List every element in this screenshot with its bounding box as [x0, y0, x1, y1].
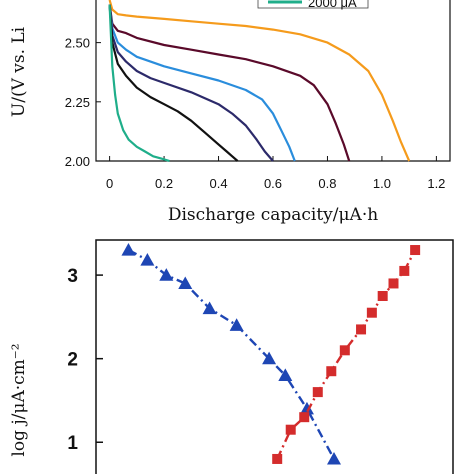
triangle-point	[299, 401, 314, 415]
discharge-curve-5	[108, 4, 239, 162]
square-point	[326, 366, 337, 377]
legend-box	[257, 0, 369, 9]
square-point	[356, 324, 367, 335]
bottom-series-line	[127, 248, 336, 460]
top-xtick-label: 0.2	[155, 176, 173, 191]
legend-label: 2000 μA	[308, 0, 357, 10]
square-point	[377, 290, 388, 301]
square-point	[272, 453, 283, 464]
bottom-ytick-label: 1	[67, 433, 78, 454]
top-xtick-label: 1.0	[373, 176, 391, 191]
square-point	[299, 412, 310, 423]
bottom-ytick-label: 2	[67, 350, 78, 371]
triangle-point	[229, 318, 244, 331]
top-xtick-label: 1.2	[427, 176, 445, 191]
top-discharge-curves	[108, 0, 411, 163]
square-point	[410, 245, 421, 256]
bottom-axis-ticks: 1 2 3	[67, 266, 103, 454]
top-ylabel: U/(V vs. Li	[9, 26, 29, 117]
triangle-point	[327, 451, 341, 465]
top-xtick-label: 0.6	[264, 176, 282, 191]
triangle-point	[140, 253, 155, 266]
bottom-series-2	[272, 245, 421, 464]
triangle-point	[262, 351, 277, 365]
top-ytick-label: 2.00	[65, 154, 90, 169]
square-point	[388, 278, 399, 289]
top-xtick-label: 0	[106, 176, 113, 191]
triangle-point	[121, 243, 136, 256]
discharge-curve-6	[108, 4, 170, 163]
square-point	[366, 307, 377, 318]
bottom-series-1	[121, 243, 341, 465]
bottom-plot-frame	[95, 239, 454, 474]
bottom-ytick-label: 3	[67, 266, 78, 287]
square-point	[339, 345, 350, 356]
top-xtick-label: 0.4	[209, 176, 227, 191]
discharge-curve-3	[108, 4, 296, 162]
triangle-point	[202, 301, 217, 315]
top-xtick-label: 0.8	[318, 176, 336, 191]
top-ytick-label: 2.25	[65, 95, 90, 110]
discharge-curve-1	[108, 0, 411, 162]
top-ytick-label: 2.50	[65, 36, 90, 51]
triangle-point	[159, 268, 174, 281]
top-axis-ticks: 0 0.2 0.4 0.6 0.8 1.0 1.2 2.00 2.25 2.50	[65, 36, 446, 191]
discharge-curve-2	[108, 4, 351, 162]
square-point	[285, 424, 296, 435]
discharge-curve-4	[108, 4, 274, 162]
square-point	[399, 265, 410, 276]
legend: 2000 μA	[257, 0, 369, 10]
square-point	[312, 387, 323, 398]
triangle-point	[178, 276, 193, 290]
top-xlabel: Discharge capacity/μA·h	[168, 205, 378, 225]
bottom-curves	[121, 243, 421, 465]
triangle-point	[278, 368, 293, 381]
bottom-ylabel: log j/μA·cm⁻²	[9, 343, 29, 456]
top-plot-frame	[95, 0, 451, 162]
